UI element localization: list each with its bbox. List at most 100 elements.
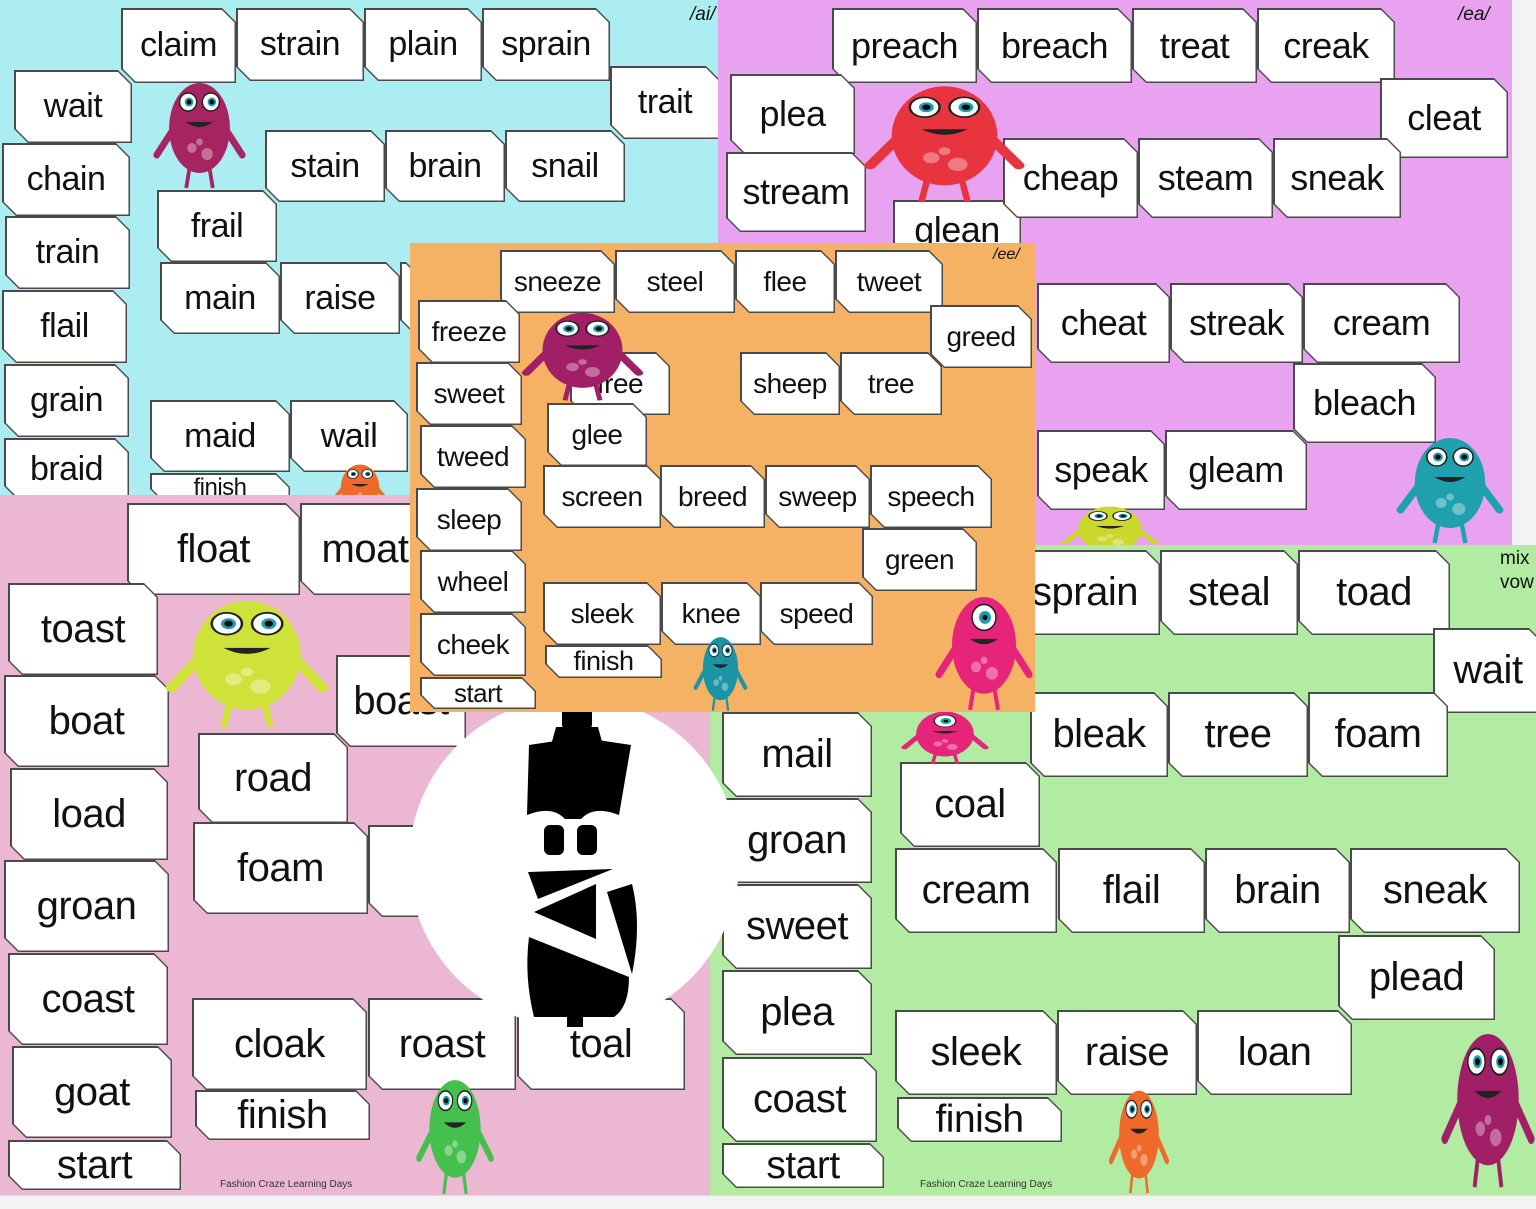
word-space-card: bleak [1030,692,1168,777]
word-label: maid [152,402,289,471]
word-space-card: start [420,677,536,709]
monster-pink-one-eyed-icon [934,583,1034,712]
word-space-card: brain [385,130,505,202]
word-space-card: finish [897,1097,1062,1142]
word-label: wait [1435,630,1536,712]
word-label: sweep [767,467,869,527]
word-label: main [162,264,279,333]
word-label: cheek [422,615,525,675]
word-space-card: creak [1257,8,1395,83]
word-label: raise [282,264,399,333]
word-space-card: greed [930,305,1032,368]
word-label: boat [6,677,168,766]
word-space-card: cheat [1037,283,1170,363]
monster-orange-icon [330,458,390,495]
word-label: cream [1305,285,1459,362]
word-space-card: goat [12,1046,172,1138]
word-label: sneak [1352,850,1519,932]
word-label: foam [195,824,367,913]
word-label: treat [1134,10,1256,82]
word-label: tweet [837,252,942,312]
word-label: flail [4,292,126,362]
monster-yellow-icon [1060,500,1160,545]
word-label: plea [724,972,871,1054]
word-label: braid [6,440,128,496]
word-space-card: strain [236,8,364,81]
monster-pink-partial-icon [900,705,990,770]
word-space-card: green [862,528,977,591]
word-space-card: groan [722,798,872,883]
word-space-card: coal [900,762,1040,847]
word-label: speed [762,584,872,644]
word-space-card: wait [14,70,132,143]
word-label: flail [1060,850,1204,932]
word-space-card: sneak [1273,138,1401,218]
word-label: road [200,735,347,822]
word-label: sprain [484,10,609,80]
word-label: finish [547,647,661,677]
word-label: brain [1207,850,1349,932]
word-space-card: foam [1308,692,1448,777]
word-space-card: finish [545,645,662,678]
word-label: sleep [418,490,521,550]
word-space-card: steam [1138,138,1273,218]
word-label: plain [366,10,481,80]
footer-credit: Fashion Craze Learning Days [220,1179,352,1190]
monster-small-teal-icon [693,628,748,712]
word-label: screen [545,467,660,527]
word-space-card: sheep [740,352,840,415]
word-space-card: raise [280,262,400,334]
monster-red-winged-icon [862,72,1027,209]
word-space-card: freeze [418,300,520,363]
word-label: gleam [1167,432,1306,509]
word-space-card: road [198,733,348,823]
word-space-card: stain [265,130,385,202]
word-label: plead [1340,937,1494,1019]
word-space-card: plea [730,74,855,154]
word-space-card: cheek [420,613,526,676]
word-label: cleat [1382,80,1507,157]
word-space-card: coast [722,1057,877,1142]
word-space-card: main [160,262,280,334]
word-label: sneak [1275,140,1400,217]
word-space-card: steal [1160,550,1298,635]
word-space-card: sweet [416,362,522,425]
word-space-card: sweep [765,465,870,528]
word-label: tree [842,354,941,414]
word-label: stream [728,154,865,231]
word-space-card: groan [4,860,169,952]
word-label: snail [507,132,624,201]
monster-teal-horned-icon [1395,425,1505,545]
word-space-card: stream [726,152,866,232]
word-label: coast [724,1059,876,1141]
monster-magenta-toothy-icon [1440,1015,1536,1195]
word-label: groan [6,862,168,951]
word-space-card: chain [2,143,130,216]
word-label: sheep [742,354,839,414]
word-label: wheel [422,552,525,612]
word-space-card: sleek [895,1010,1057,1095]
word-space-card: cream [895,848,1057,933]
word-label: foam [1310,694,1447,776]
word-space-card: load [10,768,168,860]
word-space-card: gleam [1165,430,1307,510]
word-label: grain [6,366,128,436]
word-label: tweed [422,427,525,487]
word-space-card: mail [722,712,872,797]
word-space-card: wheel [420,550,526,613]
word-space-card: tree [840,352,942,415]
word-space-card: flail [2,290,127,363]
word-space-card: maid [150,400,290,472]
word-label: sweet [418,364,521,424]
word-label: flee [737,252,834,312]
footer-credit: Fashion Craze Learning Days [920,1179,1052,1190]
word-label: start [724,1145,883,1187]
word-label: plea [732,76,854,153]
word-label: strain [238,10,363,80]
word-label: wait [16,72,131,142]
word-space-card: plea [722,970,872,1055]
word-label: finish [197,1092,369,1139]
word-label: coast [10,955,167,1044]
board-label: /ea/ [1458,4,1490,26]
